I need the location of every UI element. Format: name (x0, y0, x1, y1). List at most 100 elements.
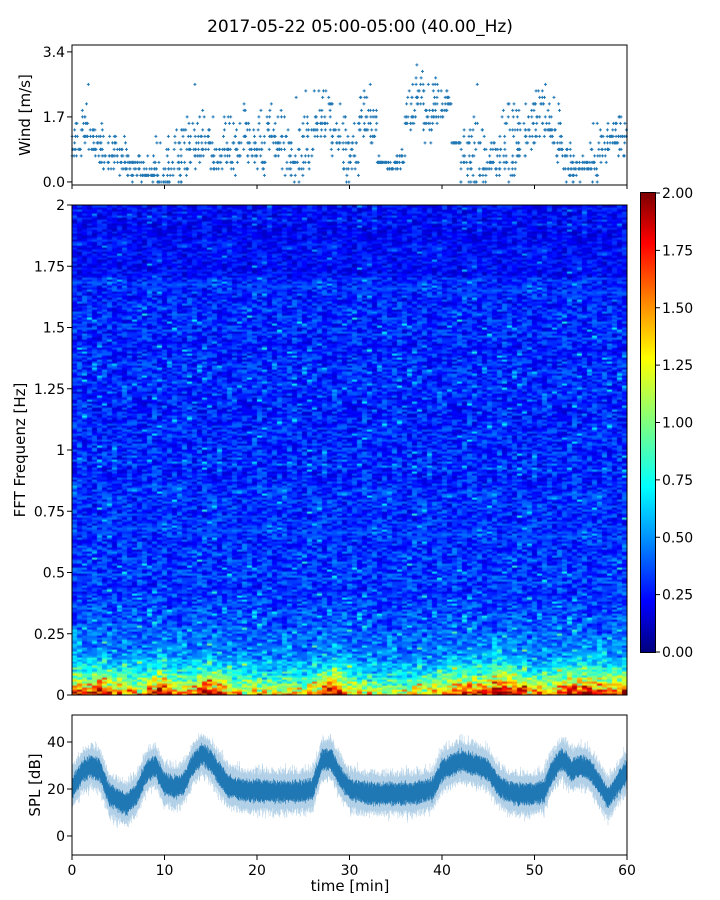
wind-point (436, 115, 440, 119)
wind-point (158, 141, 162, 145)
wind-point (193, 134, 197, 138)
wind-point (543, 82, 547, 86)
wind-point (154, 167, 158, 171)
wind-point (169, 167, 173, 171)
wind-point (184, 173, 188, 177)
wind-point (203, 134, 207, 138)
wind-point (599, 160, 603, 164)
wind-point (428, 108, 432, 112)
wind-point (511, 154, 515, 158)
wind-point (431, 121, 435, 125)
wind-point (161, 173, 165, 177)
wind-point (331, 141, 335, 145)
wind-point (200, 141, 204, 145)
wind-point (561, 167, 565, 171)
wind-point (102, 167, 106, 171)
wind-point (445, 89, 449, 93)
wind-point (481, 167, 485, 171)
wind-point (404, 115, 408, 119)
wind-point (468, 128, 472, 132)
wind-point (184, 128, 188, 132)
wind-point (572, 173, 576, 177)
wind-point (231, 167, 235, 171)
wind-point (478, 141, 482, 145)
wind-point (185, 115, 189, 119)
wind-point (85, 134, 89, 138)
wind-point (310, 154, 314, 158)
wind-point (78, 147, 82, 151)
wind-point (514, 160, 518, 164)
wind-point (271, 141, 275, 145)
wind-point (618, 121, 622, 125)
wind-point (349, 147, 353, 151)
wind-point (531, 121, 535, 125)
wind-point (369, 115, 373, 119)
wind-point (123, 160, 127, 164)
wind-point (425, 108, 429, 112)
wind-point (198, 115, 202, 119)
wind-point (463, 160, 467, 164)
wind-point (201, 128, 205, 132)
wind-point (102, 154, 106, 158)
wind-point (372, 134, 376, 138)
wind-point (330, 154, 334, 158)
wind-point (329, 147, 333, 151)
wind-point (358, 95, 362, 99)
wind-point (577, 167, 581, 171)
wind-point (279, 115, 283, 119)
wind-point (411, 115, 414, 119)
wind-point (192, 147, 196, 151)
wind-point (557, 121, 561, 125)
wind-point (362, 134, 366, 138)
wind-point (536, 89, 540, 93)
wind-point (265, 115, 269, 119)
wind-point (144, 167, 148, 171)
wind-point (151, 180, 155, 184)
wind-point (398, 160, 402, 164)
wind-point (623, 121, 627, 125)
wind-point (305, 147, 309, 151)
wind-point (380, 160, 384, 164)
wind-point (307, 154, 311, 158)
wind-point (191, 121, 195, 125)
wind-point (456, 141, 460, 145)
wind-point (73, 141, 77, 145)
wind-point (510, 160, 514, 164)
wind-point (151, 173, 155, 177)
wind-point (538, 134, 542, 138)
wind-point (359, 108, 363, 112)
wind-point (322, 121, 326, 125)
wind-point (126, 160, 130, 164)
wind-point (574, 167, 578, 171)
spectrogram-axes-frame (71, 204, 628, 696)
wind-point (294, 95, 298, 99)
wind-axes-frame (71, 44, 628, 186)
wind-point (571, 180, 575, 184)
wind-point (202, 115, 206, 119)
wind-point (129, 173, 133, 177)
wind-point (552, 95, 556, 99)
y-tick-label: 20 (47, 782, 65, 798)
wind-point (305, 121, 309, 125)
wind-point (167, 160, 171, 164)
y-tick-label: 40 (47, 735, 65, 751)
wind-point (506, 102, 510, 106)
wind-point (135, 173, 139, 177)
spectrogram-panel: 0 0.25 0.5 0.75 1 1.25 1.5 1.75 2 (34, 198, 628, 704)
wind-point (211, 115, 215, 119)
wind-point (284, 134, 288, 138)
wind-point (611, 128, 615, 132)
wind-point (110, 154, 114, 158)
wind-point (405, 102, 409, 106)
wind-point (595, 121, 599, 125)
wind-point (400, 147, 404, 151)
wind-point (558, 134, 562, 138)
wind-point (511, 108, 515, 112)
wind-point (353, 167, 357, 171)
wind-point (123, 141, 127, 145)
wind-point (386, 167, 390, 171)
wind-point (548, 115, 552, 119)
wind-point (597, 147, 601, 151)
wind-point (92, 128, 96, 132)
wind-point (416, 95, 420, 99)
